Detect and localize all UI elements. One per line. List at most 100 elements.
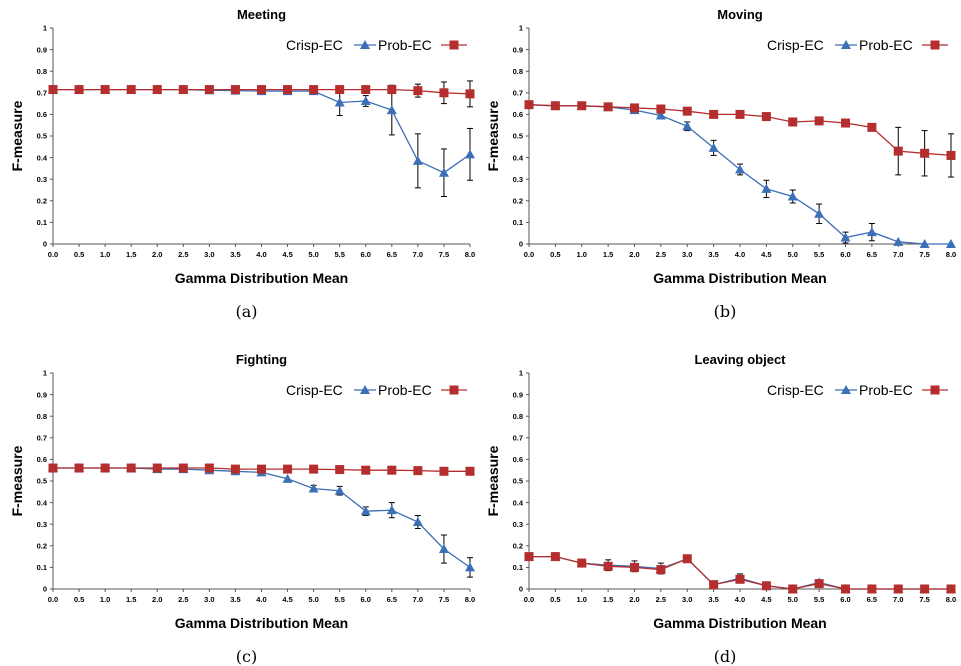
x-axis-label: Gamma Distribution Mean: [175, 615, 348, 631]
x-tick-label: 8.0: [946, 250, 956, 259]
x-tick-label: 6.5: [867, 595, 877, 604]
data-point-square: [867, 122, 877, 132]
legend: Crisp-EC Prob-EC: [767, 37, 948, 53]
chart-panel-2: Moving 0 0.1 0.2 0.3 0.4 0.5 0.6 0.7 0.8 0.9 1 0.0 0.…: [485, 7, 956, 321]
x-tick-label: 0.0: [48, 595, 58, 604]
data-point-square: [550, 101, 560, 111]
data-point-square: [814, 116, 824, 126]
y-tick-label: 0.2: [37, 542, 47, 551]
chart-panel-4: Leaving object 0 0.1 0.2 0.3 0.4 0.5 0.6 0.7 0.8 0…: [485, 352, 956, 666]
data-point-square: [761, 112, 771, 122]
x-tick-label: 0.5: [74, 595, 84, 604]
legend-marker-square: [449, 40, 459, 50]
y-tick-label: 0: [519, 240, 523, 249]
legend-marker-triangle: [360, 385, 370, 394]
x-tick-label: 0.0: [524, 595, 534, 604]
data-point-square: [867, 584, 877, 594]
legend-marker-triangle: [841, 40, 851, 49]
data-point-square: [735, 574, 745, 584]
x-tick-label: 3.5: [230, 250, 240, 259]
legend-label: Prob-EC: [859, 37, 913, 53]
x-tick-label: 1.0: [577, 595, 587, 604]
series-prob-ec: [48, 80, 475, 108]
y-tick-label: 0.3: [513, 175, 523, 184]
y-tick-label: 1: [519, 24, 523, 33]
x-tick-label: 0.5: [74, 250, 84, 259]
data-point-triangle: [946, 239, 956, 248]
x-tick-label: 5.0: [788, 250, 798, 259]
panel-caption: (a): [235, 302, 257, 321]
x-tick-label: 2.5: [178, 250, 188, 259]
x-tick-label: 3.0: [204, 250, 214, 259]
x-axis-label: Gamma Distribution Mean: [653, 615, 826, 631]
y-tick-label: 0.8: [513, 67, 523, 76]
data-point-square: [893, 146, 903, 156]
data-point-square: [550, 552, 560, 562]
series-crisp-ec: [48, 84, 475, 197]
data-point-square: [920, 148, 930, 158]
x-tick-label: 7.5: [919, 250, 929, 259]
y-tick-label: 0.1: [37, 218, 47, 227]
x-tick-label: 0.5: [550, 250, 560, 259]
y-tick-label: 1: [43, 369, 47, 378]
x-tick-label: 2.5: [178, 595, 188, 604]
legend-label: Crisp-EC: [286, 37, 343, 53]
x-tick-label: 3.5: [708, 250, 718, 259]
x-tick-label: 6.0: [361, 250, 371, 259]
y-tick-label: 0.2: [37, 197, 47, 206]
data-point-square: [126, 463, 136, 473]
y-tick-label: 0.5: [513, 477, 523, 486]
x-tick-label: 5.5: [334, 250, 344, 259]
x-tick-label: 2.0: [152, 595, 162, 604]
y-axis-label: F-measure: [9, 100, 25, 171]
series-prob-ec: [524, 100, 956, 178]
panel-caption: (b): [714, 302, 737, 321]
y-tick-label: 0: [43, 240, 47, 249]
data-point-square: [335, 85, 345, 95]
data-point-square: [603, 561, 613, 571]
x-tick-label: 1.5: [126, 250, 136, 259]
y-tick-label: 0.7: [513, 434, 523, 443]
legend-marker-square: [930, 385, 940, 395]
y-tick-label: 0.9: [37, 390, 47, 399]
data-point-triangle: [708, 142, 719, 152]
data-point-square: [524, 100, 534, 110]
y-tick-label: 0.7: [37, 434, 47, 443]
x-tick-label: 1.5: [603, 250, 613, 259]
legend: Crisp-EC Prob-EC: [286, 382, 467, 398]
y-tick-label: 0.8: [37, 412, 47, 421]
chart-title: Fighting: [236, 352, 287, 367]
legend-marker-triangle: [360, 40, 370, 49]
data-point-triangle: [282, 473, 293, 483]
x-tick-label: 4.5: [282, 595, 292, 604]
y-tick-label: 0.7: [513, 89, 523, 98]
x-tick-label: 7.0: [413, 250, 423, 259]
data-point-square: [178, 85, 188, 95]
y-axis-label: F-measure: [9, 445, 25, 516]
data-point-square: [656, 565, 666, 575]
x-tick-label: 1.0: [577, 250, 587, 259]
data-point-square: [524, 552, 534, 562]
x-tick-label: 5.5: [814, 250, 824, 259]
legend-label: Crisp-EC: [767, 37, 824, 53]
data-point-square: [841, 584, 850, 594]
y-tick-label: 0.9: [513, 390, 523, 399]
data-point-square: [48, 463, 58, 473]
data-point-triangle: [735, 164, 745, 174]
data-point-square: [100, 463, 110, 473]
x-tick-label: 0.0: [524, 250, 534, 259]
chart-title: Leaving object: [694, 352, 786, 367]
data-point-square: [577, 101, 587, 111]
y-tick-label: 0.3: [37, 520, 47, 529]
data-point-triangle: [438, 167, 449, 177]
x-tick-label: 6.0: [840, 595, 850, 604]
legend-label: Prob-EC: [378, 382, 432, 398]
y-tick-label: 0.6: [37, 455, 47, 464]
data-point-triangle: [465, 562, 475, 572]
x-tick-label: 6.5: [387, 250, 397, 259]
data-point-triangle: [308, 483, 319, 493]
x-tick-label: 5.0: [308, 250, 318, 259]
series-crisp-ec: [524, 551, 956, 593]
y-tick-label: 0: [519, 585, 523, 594]
